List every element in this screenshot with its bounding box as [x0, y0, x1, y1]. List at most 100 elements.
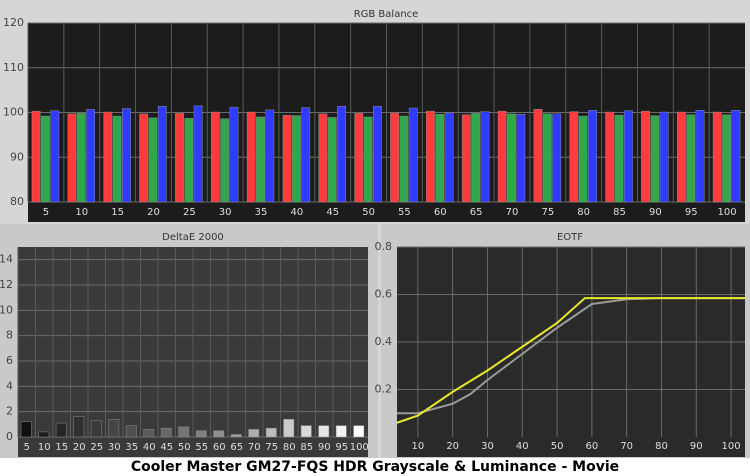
- x-tick-label: 20: [73, 442, 86, 453]
- bar: [497, 110, 507, 203]
- bar: [265, 109, 275, 203]
- y-tick-label: 12: [0, 278, 13, 291]
- y-tick-label: 0.6: [375, 288, 393, 301]
- chart-title: EOTF: [557, 232, 583, 243]
- y-tick-label: 0.2: [375, 383, 393, 396]
- bar: [108, 419, 120, 438]
- x-tick-label: 90: [318, 442, 331, 453]
- bar: [300, 425, 312, 438]
- x-tick-label: 75: [541, 207, 554, 218]
- bar: [542, 113, 552, 203]
- bar: [31, 110, 41, 203]
- bar: [641, 110, 650, 203]
- bar: [318, 425, 330, 438]
- bar: [461, 114, 471, 203]
- bar: [363, 116, 373, 203]
- bar: [67, 113, 77, 203]
- bar: [256, 116, 265, 203]
- bar: [160, 427, 172, 438]
- bar: [731, 110, 741, 203]
- bar: [623, 110, 633, 203]
- bar: [283, 419, 295, 438]
- bar: [552, 113, 562, 203]
- bar: [86, 109, 96, 203]
- bar: [90, 420, 102, 438]
- x-tick-label: 100: [350, 442, 369, 453]
- bar: [695, 110, 705, 203]
- bar: [426, 110, 435, 203]
- bar: [282, 114, 292, 203]
- bar: [50, 110, 60, 203]
- bar: [605, 111, 615, 203]
- bar: [175, 113, 184, 203]
- bar: [507, 113, 516, 203]
- chart-title: RGB Balance: [354, 9, 419, 20]
- x-tick-label: 40: [291, 207, 304, 218]
- bar: [76, 113, 86, 203]
- bar: [73, 416, 85, 438]
- y-tick-label: 90: [10, 150, 24, 163]
- x-tick-label: 5: [43, 207, 49, 218]
- bar: [712, 111, 722, 203]
- x-tick-label: 80: [577, 207, 590, 218]
- x-tick-label: 75: [265, 442, 278, 453]
- bar: [327, 117, 337, 203]
- bar: [55, 422, 67, 438]
- x-tick-label: 25: [183, 207, 196, 218]
- y-tick-label: 120: [3, 16, 24, 29]
- y-tick-label: 8: [6, 329, 13, 342]
- bar: [399, 115, 409, 203]
- x-tick-label: 50: [178, 442, 191, 453]
- x-tick-label: 50: [362, 207, 375, 218]
- x-tick-label: 55: [398, 207, 411, 218]
- x-tick-label: 5: [24, 442, 30, 453]
- bar: [318, 113, 328, 203]
- y-tick-label: 110: [3, 61, 24, 74]
- y-tick-label: 2: [6, 405, 13, 418]
- bar: [112, 115, 122, 203]
- y-tick-label: 6: [6, 354, 13, 367]
- x-tick-label: 100: [718, 207, 737, 218]
- bar: [408, 107, 418, 203]
- x-tick-label: 70: [620, 441, 633, 452]
- x-tick-label: 20: [147, 207, 160, 218]
- x-tick-label: 30: [219, 207, 232, 218]
- x-tick-label: 10: [412, 441, 425, 452]
- bar: [125, 425, 137, 438]
- bar: [372, 105, 382, 203]
- caption-background: [0, 458, 750, 476]
- bar: [246, 111, 256, 203]
- x-tick-label: 80: [283, 442, 296, 453]
- bar: [533, 109, 543, 203]
- x-tick-label: 35: [125, 442, 138, 453]
- y-tick-label: 0: [6, 430, 13, 443]
- bar: [193, 105, 203, 203]
- x-tick-label: 65: [230, 442, 243, 453]
- x-tick-label: 90: [649, 207, 662, 218]
- bar: [143, 429, 155, 438]
- x-tick-label: 20: [446, 441, 459, 452]
- y-tick-label: 80: [10, 195, 24, 208]
- x-tick-label: 40: [516, 441, 529, 452]
- x-tick-label: 40: [143, 442, 156, 453]
- bar: [157, 105, 167, 203]
- x-tick-label: 100: [722, 441, 741, 452]
- bar: [148, 117, 158, 203]
- bar: [230, 434, 242, 438]
- x-tick-label: 45: [160, 442, 173, 453]
- bar: [265, 427, 277, 438]
- bar: [614, 114, 624, 203]
- bar: [659, 111, 669, 203]
- bar: [122, 108, 131, 203]
- bar: [229, 106, 239, 203]
- bar: [444, 112, 454, 203]
- caption: Cooler Master GM27-FQS HDR Grayscale & L…: [131, 459, 619, 475]
- x-tick-label: 95: [335, 442, 348, 453]
- y-tick-label: 0.8: [375, 240, 393, 253]
- x-tick-label: 15: [55, 442, 68, 453]
- x-tick-label: 30: [481, 441, 494, 452]
- x-tick-label: 90: [690, 441, 703, 452]
- bar: [337, 105, 346, 203]
- bar: [569, 111, 579, 203]
- bar: [184, 118, 194, 203]
